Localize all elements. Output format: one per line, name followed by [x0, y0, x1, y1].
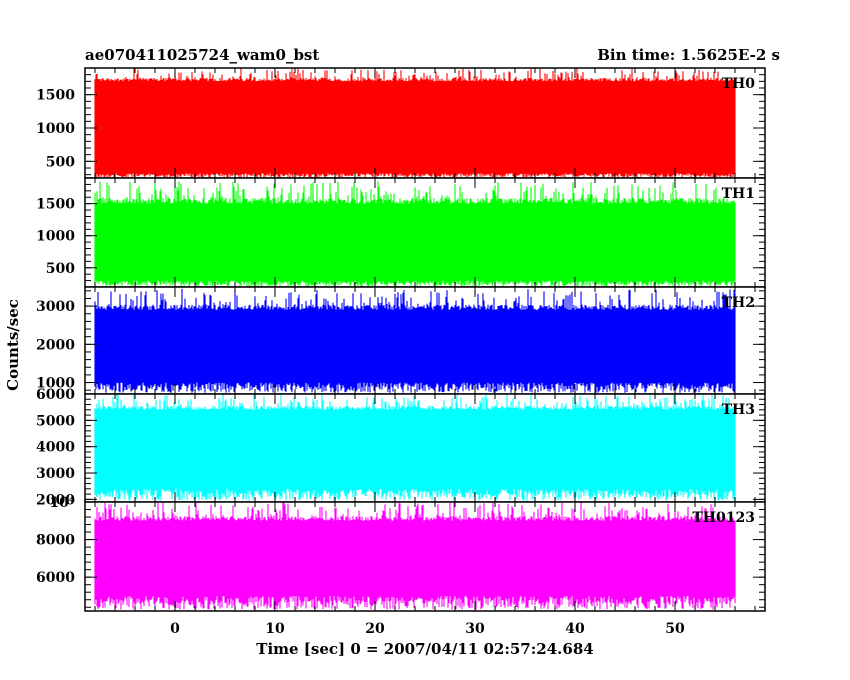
x-axis-label: Time [sec] 0 = 2007/04/11 02:57:24.684 — [256, 640, 593, 658]
y-axis-label: Counts/sec — [4, 299, 22, 391]
y-tick-label: 500 — [46, 154, 75, 170]
y-tick-label: 4000 — [36, 440, 75, 456]
x-tick-label: 30 — [465, 621, 485, 637]
series-th2-core — [95, 309, 735, 383]
y-tick-label: 1000 — [36, 121, 75, 137]
panel-label-th3: TH3 — [722, 402, 755, 418]
y-tick-label: 1000 — [36, 229, 75, 245]
panel-th1: 500 1000 1500 TH1 — [36, 177, 766, 288]
panel-th2: 1000 2000 3000 TH2 — [36, 286, 766, 395]
panel-label-th0123: TH0123 — [692, 510, 755, 526]
x-tick-label: 20 — [365, 621, 385, 637]
y-tick-label: 8000 — [36, 533, 75, 549]
figure-title: ae070411025724_wam0_bst — [85, 46, 319, 64]
panel-label-th2: TH2 — [722, 295, 755, 311]
panel-frame — [84, 501, 766, 612]
y-tick-label: 3000 — [36, 299, 75, 315]
y-tick-label: 1000 — [36, 376, 75, 392]
panel-label-th0: TH0 — [722, 76, 756, 92]
series-th0123-core — [95, 520, 735, 596]
x-tick-label: 10 — [265, 621, 285, 637]
y-tick-label: 5000 — [36, 413, 75, 429]
panel-th0123: 6000 8000 10⁴ TH0123 — [36, 495, 766, 612]
panel-th0: 500 1000 1500 TH0 — [36, 67, 766, 179]
y-tick-label: 1500 — [36, 88, 75, 104]
y-tick-label: 6000 — [36, 570, 75, 586]
y-tick-label: 1500 — [36, 197, 75, 213]
x-tick-label: 0 — [170, 621, 180, 637]
y-tick-label: 500 — [46, 261, 75, 277]
y-tick-label: 10⁴ — [49, 495, 75, 511]
y-tick-label: 3000 — [36, 466, 75, 482]
series-th0-core — [95, 81, 735, 174]
panel-label-th1: TH1 — [722, 186, 755, 202]
x-tick-label: 50 — [665, 621, 685, 637]
y-tick-label: 2000 — [36, 492, 75, 508]
x-tick-label: 40 — [565, 621, 585, 637]
panel-th3: 2000 3000 4000 5000 6000 TH3 — [36, 387, 766, 508]
y-tick-label: 2000 — [36, 337, 75, 353]
bin-time-label: Bin time: 1.5625E-2 s — [597, 46, 780, 64]
x-axis: 0 10 20 30 40 50 — [170, 621, 685, 637]
series-th1-core — [95, 203, 735, 281]
series-th3-core — [95, 409, 735, 489]
y-tick-label: 6000 — [36, 387, 75, 403]
panels-group: 500 1000 1500 TH0 500 1000 1500 TH1 1000 2000 3000… — [36, 67, 766, 612]
